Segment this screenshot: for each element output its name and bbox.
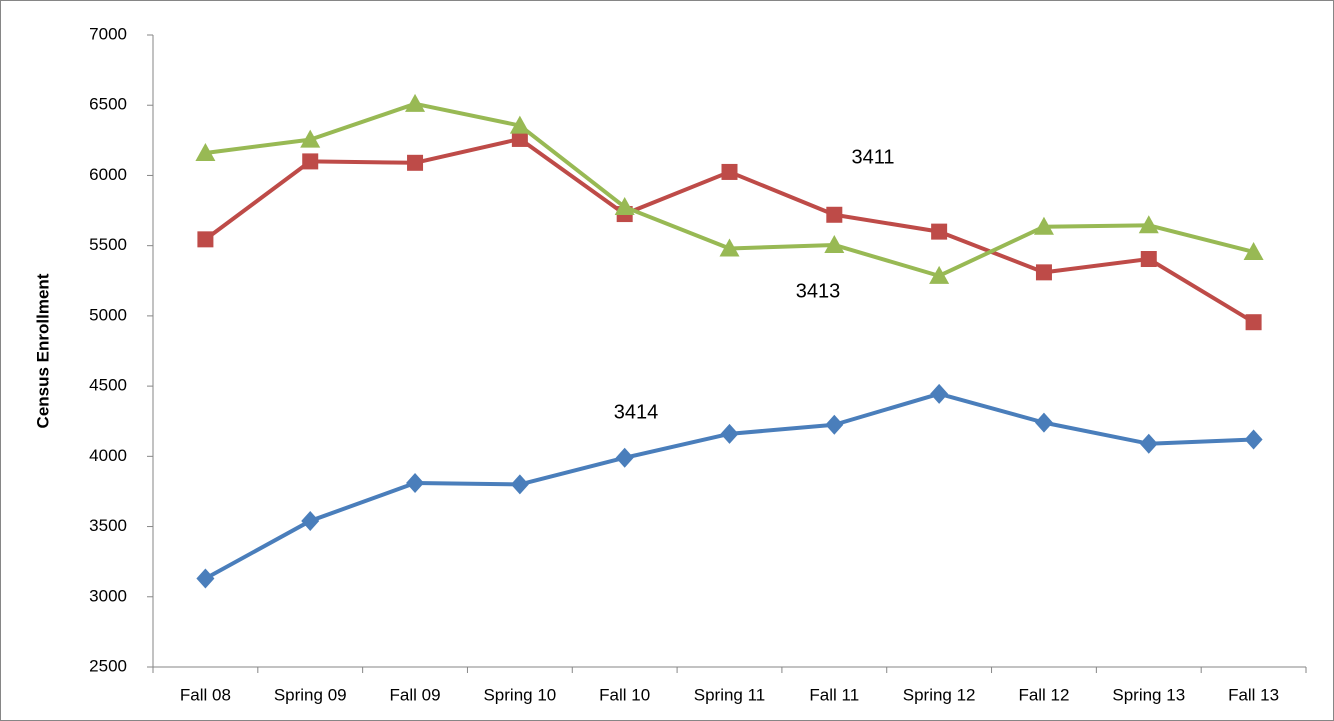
- x-tick-label: Fall 11: [809, 685, 859, 704]
- x-tick-label: Spring 09: [274, 685, 347, 704]
- marker: [405, 93, 426, 112]
- marker: [509, 115, 530, 134]
- marker: [1035, 264, 1052, 281]
- x-tick-label: Spring 11: [694, 685, 766, 704]
- marker: [1140, 251, 1157, 268]
- y-tick-label: 7000: [89, 24, 127, 43]
- y-tick-label: 2500: [89, 656, 127, 675]
- series-annotation: 3414: [614, 401, 659, 423]
- marker: [1034, 412, 1053, 433]
- marker: [406, 473, 425, 494]
- marker: [930, 383, 949, 404]
- y-tick-label: 4500: [89, 376, 127, 395]
- marker: [826, 206, 843, 223]
- y-tick-label: 3500: [89, 516, 127, 535]
- marker: [825, 414, 844, 435]
- x-tick-label: Spring 13: [1112, 685, 1185, 704]
- marker: [720, 423, 739, 444]
- series-annotation: 3413: [796, 280, 841, 302]
- marker: [301, 510, 320, 531]
- y-tick-label: 5000: [89, 305, 127, 324]
- y-tick-label: 6500: [89, 95, 127, 114]
- marker: [929, 265, 950, 284]
- x-tick-label: Fall 12: [1018, 685, 1069, 704]
- series-annotation: 3411: [851, 146, 894, 168]
- y-axis-label: Census Enrollment: [33, 273, 52, 428]
- x-tick-label: Fall 09: [390, 685, 441, 704]
- marker: [197, 231, 214, 248]
- y-tick-label: 4000: [89, 446, 127, 465]
- marker: [1245, 314, 1262, 331]
- x-tick-label: Fall 10: [599, 685, 650, 704]
- y-tick-label: 5500: [89, 235, 127, 254]
- marker: [1139, 433, 1158, 454]
- marker: [824, 234, 845, 253]
- marker: [196, 568, 215, 589]
- marker: [511, 130, 528, 147]
- marker: [1244, 429, 1263, 450]
- marker: [300, 129, 321, 148]
- marker: [719, 238, 740, 257]
- marker: [721, 163, 738, 180]
- x-tick-label: Fall 08: [180, 685, 231, 704]
- marker: [931, 223, 948, 240]
- x-tick-label: Spring 12: [903, 685, 976, 704]
- x-tick-label: Spring 10: [483, 685, 556, 704]
- marker: [1243, 241, 1264, 260]
- marker: [615, 447, 634, 468]
- marker: [1138, 215, 1159, 234]
- marker: [1033, 216, 1054, 235]
- x-tick-label: Fall 13: [1228, 685, 1279, 704]
- y-tick-label: 6000: [89, 165, 127, 184]
- marker: [510, 474, 529, 495]
- marker: [614, 197, 635, 216]
- marker: [407, 154, 424, 171]
- y-tick-label: 3000: [89, 586, 127, 605]
- marker: [195, 142, 216, 161]
- marker: [302, 153, 319, 170]
